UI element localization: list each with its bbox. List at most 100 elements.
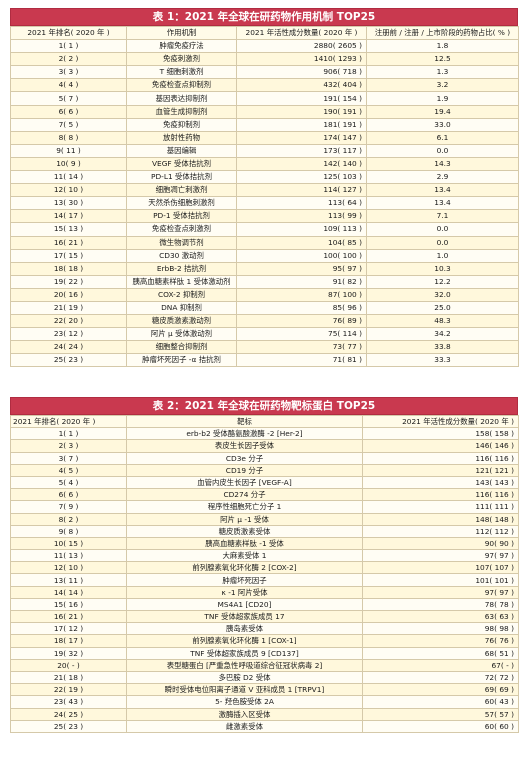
share-cell: 10.3 xyxy=(366,261,519,276)
table-row: 8( 8 ) 放射性药物 174( 147 ) 6.1 xyxy=(10,130,519,145)
table-row: 22( 20 ) 糖皮质激素激动剂 76( 89 ) 48.3 xyxy=(10,314,519,329)
target-cell: 激酶插入区受体 xyxy=(126,707,363,721)
table-row: 7( 9 ) 程序性细胞死亡分子 1 111( 111 ) xyxy=(10,500,519,514)
table-row: 10( 9 ) VEGF 受体拮抗剂 142( 140 ) 14.3 xyxy=(10,156,519,172)
rank-cell: 14( 17 ) xyxy=(10,209,127,224)
table-row: 21( 19 ) DNA 抑制剂 85( 96 ) 25.0 xyxy=(10,300,519,316)
share-cell: 3.2 xyxy=(366,78,519,93)
table-row: 10( 15 ) 胰高血糖素样肽 -1 受体 90( 90 ) xyxy=(10,536,519,551)
target-cell: 雌激素受体 xyxy=(126,719,363,733)
target-cell: 多巴胺 D2 受体 xyxy=(126,670,363,685)
table-row: 11( 14 ) PD-L1 受体拮抗剂 125( 103 ) 2.9 xyxy=(10,170,519,185)
rank-cell: 7( 5 ) xyxy=(10,117,127,132)
rank-cell: 24( 24 ) xyxy=(10,340,127,355)
mechanism-cell: T 细胞刺激剂 xyxy=(126,65,237,80)
rank-cell: 24( 25 ) xyxy=(10,707,127,721)
rank-cell: 11( 13 ) xyxy=(10,549,127,563)
rank-cell: 4( 4 ) xyxy=(10,78,127,93)
table2-header-rank: 2021 年排名( 2020 年 ) xyxy=(10,414,127,429)
rank-cell: 13( 30 ) xyxy=(10,196,127,211)
count-cell: 142( 140 ) xyxy=(236,156,367,172)
rank-cell: 8( 2 ) xyxy=(10,512,127,526)
share-cell: 13.4 xyxy=(366,196,519,211)
table-row: 25( 23 ) 雌激素受体 60( 60 ) xyxy=(10,719,519,733)
table1-panel: 表 1：2021 年全球在研药物作用机制 TOP25 2021 年排名( 202… xyxy=(10,8,519,368)
rank-cell: 3( 3 ) xyxy=(10,65,127,80)
rank-cell: 2( 2 ) xyxy=(10,52,127,67)
table2: 2021 年排名( 2020 年 ) 靶标 2021 年活性成分数量( 2020… xyxy=(10,414,519,733)
table-row: 7( 5 ) 免疫抑制剂 181( 191 ) 33.0 xyxy=(10,117,519,132)
share-cell: 6.1 xyxy=(366,130,519,145)
count-cell: 91( 82 ) xyxy=(236,274,367,289)
table1-body: 1( 1 ) 肿瘤免疫疗法 2880( 2605 ) 1.8 2( 2 ) 免疫刺激剂 14… xyxy=(10,39,519,368)
table-row: 4( 5 ) CD19 分子 121( 121 ) xyxy=(10,463,519,477)
rank-cell: 17( 12 ) xyxy=(10,622,127,636)
mechanism-cell: 免疫检查点刺激剂 xyxy=(126,222,237,237)
mechanism-cell: PD-L1 受体拮抗剂 xyxy=(126,170,237,185)
rank-cell: 12( 10 ) xyxy=(10,183,127,198)
count-cell: 158( 158 ) xyxy=(362,427,519,441)
share-cell: 1.3 xyxy=(366,65,519,80)
share-cell: 1.9 xyxy=(366,91,519,106)
table-row: 23( 12 ) 阿片 μ 受体激动剂 75( 114 ) 34.2 xyxy=(10,327,519,342)
mechanism-cell: 阿片 μ 受体激动剂 xyxy=(126,327,237,342)
table-row: 16( 21 ) 微生物调节剂 104( 85 ) 0.0 xyxy=(10,235,519,250)
table-row: 4( 4 ) 免疫检查点抑制剂 432( 404 ) 3.2 xyxy=(10,78,519,93)
table-row: 3( 7 ) CD3e 分子 116( 116 ) xyxy=(10,451,519,465)
table2-header-count: 2021 年活性成分数量( 2020 年 ) xyxy=(362,414,519,429)
count-cell: 1410( 1293 ) xyxy=(236,52,367,67)
mechanism-cell: 糖皮质激素激动剂 xyxy=(126,314,237,329)
table-row: 18( 18 ) ErbB-2 拮抗剂 95( 97 ) 10.3 xyxy=(10,261,519,276)
table1-header-mechanism: 作用机制 xyxy=(126,25,237,41)
count-cell: 113( 64 ) xyxy=(236,196,367,211)
rank-cell: 19( 32 ) xyxy=(10,646,127,660)
count-cell: 107( 107 ) xyxy=(362,561,519,575)
share-cell: 0.0 xyxy=(366,235,519,250)
mechanism-cell: 血管生成抑制剂 xyxy=(126,104,237,119)
table-row: 11( 13 ) 大麻素受体 1 97( 97 ) xyxy=(10,549,519,563)
table-row: 25( 23 ) 肿瘤坏死因子 -α 拮抗剂 71( 81 ) 33.3 xyxy=(10,353,519,368)
rank-cell: 1( 1 ) xyxy=(10,427,127,441)
count-cell: 60( 60 ) xyxy=(362,719,519,733)
table-row: 21( 18 ) 多巴胺 D2 受体 72( 72 ) xyxy=(10,670,519,685)
count-cell: 2880( 2605 ) xyxy=(236,39,367,54)
rank-cell: 5( 7 ) xyxy=(10,91,127,106)
mechanism-cell: 细胞凋亡刺激剂 xyxy=(126,183,237,198)
count-cell: 101( 101 ) xyxy=(362,573,519,587)
mechanism-cell: ErbB-2 拮抗剂 xyxy=(126,261,237,276)
table-row: 9( 8 ) 糖皮质激素受体 112( 112 ) xyxy=(10,524,519,538)
share-cell: 33.3 xyxy=(366,353,519,368)
table2-title: 表 2：2021 年全球在研药物靶标蛋白 TOP25 xyxy=(10,397,518,415)
table-row: 13( 30 ) 天然杀伤细胞刺激剂 113( 64 ) 13.4 xyxy=(10,196,519,211)
count-cell: 113( 99 ) xyxy=(236,209,367,224)
table-row: 2( 3 ) 表皮生长因子受体 146( 146 ) xyxy=(10,439,519,453)
table-row: 14( 17 ) PD-1 受体拮抗剂 113( 99 ) 7.1 xyxy=(10,209,519,224)
rank-cell: 15( 13 ) xyxy=(10,222,127,237)
target-cell: TNF 受体超家族成员 17 xyxy=(126,609,363,624)
table-row: 15( 16 ) MS4A1 [CD20] 78( 78 ) xyxy=(10,597,519,612)
count-cell: 57( 57 ) xyxy=(362,707,519,721)
table-row: 5( 7 ) 基因表达抑制剂 191( 154 ) 1.9 xyxy=(10,91,519,106)
target-cell: 阿片 μ -1 受体 xyxy=(126,512,363,526)
count-cell: 190( 191 ) xyxy=(236,104,367,119)
target-cell: 表型糖蛋白 [严重急性呼吸道综合征冠状病毒 2] xyxy=(126,658,363,672)
count-cell: 97( 97 ) xyxy=(362,549,519,563)
count-cell: 67( - ) xyxy=(362,658,519,672)
target-cell: 胰岛素受体 xyxy=(126,622,363,636)
share-cell: 12.5 xyxy=(366,52,519,67)
rank-cell: 13( 11 ) xyxy=(10,573,127,587)
table-row: 8( 2 ) 阿片 μ -1 受体 148( 148 ) xyxy=(10,512,519,526)
rank-cell: 18( 17 ) xyxy=(10,634,127,648)
rank-cell: 9( 11 ) xyxy=(10,143,127,158)
count-cell: 432( 404 ) xyxy=(236,78,367,93)
rank-cell: 20( 16 ) xyxy=(10,287,127,302)
share-cell: 32.0 xyxy=(366,287,519,302)
rank-cell: 23( 43 ) xyxy=(10,695,127,709)
rank-cell: 23( 12 ) xyxy=(10,327,127,342)
target-cell: TNF 受体超家族成员 9 [CD137] xyxy=(126,646,363,660)
count-cell: 76( 89 ) xyxy=(236,314,367,329)
target-cell: 程序性细胞死亡分子 1 xyxy=(126,500,363,514)
table-row: 6( 6 ) CD274 分子 116( 116 ) xyxy=(10,488,519,502)
table-row: 14( 14 ) κ -1 阿片受体 97( 97 ) xyxy=(10,585,519,599)
count-cell: 100( 100 ) xyxy=(236,248,367,263)
